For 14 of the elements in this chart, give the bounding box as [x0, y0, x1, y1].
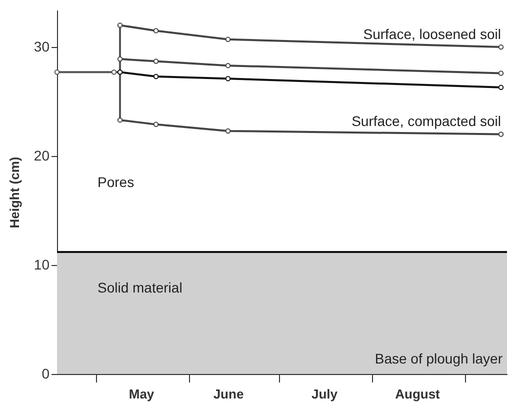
series-label: Surface, loosened soil — [363, 26, 501, 42]
annotation: Base of plough layer — [374, 350, 503, 366]
x-tick-label: June — [213, 386, 244, 402]
x-tick-label: August — [395, 386, 441, 402]
y-tick-label: 30 — [34, 38, 50, 55]
y-tick-label: 0 — [42, 366, 50, 382]
y-axis-title: Height (cm) — [6, 156, 22, 228]
annotation: Solid material — [98, 279, 182, 296]
y-tick-label: 10 — [34, 256, 50, 273]
x-tick-label: July — [311, 386, 338, 402]
series-label: Surface, compacted soil — [352, 113, 501, 130]
annotation: Pores — [98, 174, 134, 190]
y-tick-label: 20 — [34, 148, 50, 164]
x-tick-label: May — [128, 386, 155, 402]
